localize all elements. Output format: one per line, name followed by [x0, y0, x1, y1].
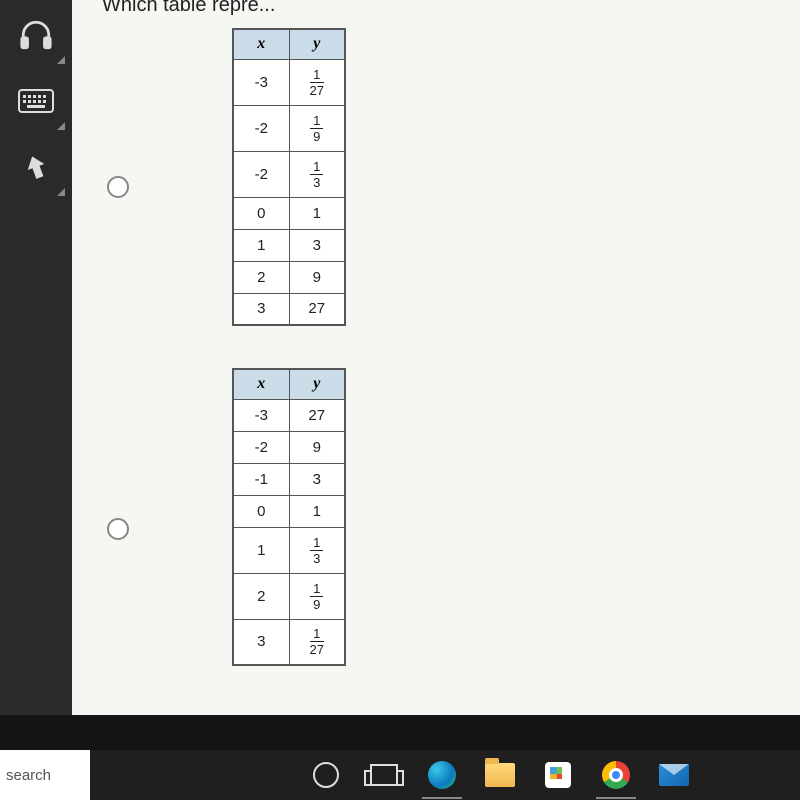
cell-x: -2	[233, 431, 289, 463]
tools-sidebar	[0, 0, 72, 715]
cell-x: 0	[233, 197, 289, 229]
cell-x: -2	[233, 105, 289, 151]
cortana-icon	[313, 762, 339, 788]
table-row: -13	[233, 463, 345, 495]
table2-header-x: x	[233, 369, 289, 399]
cell-y: 9	[289, 261, 345, 293]
fraction: 13	[310, 160, 323, 189]
chrome-button[interactable]	[600, 759, 632, 791]
cell-y: 9	[289, 431, 345, 463]
table-row: -327	[233, 399, 345, 431]
task-view-button[interactable]	[368, 759, 400, 791]
cell-y: 1	[289, 197, 345, 229]
fraction: 127	[310, 627, 324, 656]
chrome-icon	[602, 761, 630, 789]
task-view-icon	[370, 764, 398, 786]
cell-x: 3	[233, 293, 289, 325]
fraction: 127	[310, 68, 324, 97]
cell-y: 3	[289, 229, 345, 261]
cell-x: 2	[233, 261, 289, 293]
table-row: -2 19	[233, 105, 345, 151]
cell-y: 127	[289, 59, 345, 105]
mail-icon	[659, 764, 689, 786]
windows-taskbar: search	[0, 750, 800, 800]
cell-x: 2	[233, 573, 289, 619]
file-explorer-icon	[485, 763, 515, 787]
cell-x: 1	[233, 527, 289, 573]
arrow-up-icon	[21, 152, 51, 182]
taskbar-center	[230, 759, 770, 791]
cell-x: 3	[233, 619, 289, 665]
option-2-table: x y -327-29-13011132193127	[232, 368, 346, 666]
table1-header-x: x	[233, 29, 289, 59]
question-content: Which table repre... x y -3127-219-21301…	[72, 0, 800, 715]
file-explorer-button[interactable]	[484, 759, 516, 791]
microsoft-store-icon	[545, 762, 571, 788]
cell-y: 27	[289, 293, 345, 325]
cell-y: 27	[289, 399, 345, 431]
table-row: 327	[233, 293, 345, 325]
table-row: -2 13	[233, 151, 345, 197]
table-row: 01	[233, 197, 345, 229]
cell-y: 13	[289, 527, 345, 573]
cell-y: 127	[289, 619, 345, 665]
screen-root: Which table repre... x y -3127-219-21301…	[0, 0, 800, 800]
table1-header-y: y	[289, 29, 345, 59]
cell-y: 19	[289, 573, 345, 619]
cell-x: -1	[233, 463, 289, 495]
cell-y: 3	[289, 463, 345, 495]
cell-y: 13	[289, 151, 345, 197]
option-1-radio[interactable]	[107, 176, 129, 198]
cell-x: 0	[233, 495, 289, 527]
headphones-icon	[19, 18, 53, 52]
edge-button[interactable]	[426, 759, 458, 791]
table-row: -29	[233, 431, 345, 463]
fraction: 19	[310, 582, 323, 611]
table-row: 29	[233, 261, 345, 293]
fraction: 13	[310, 536, 323, 565]
cell-x: 1	[233, 229, 289, 261]
table-row: -3 127	[233, 59, 345, 105]
keyboard-tool[interactable]	[5, 70, 67, 132]
monitor-bezel	[0, 715, 800, 750]
taskbar-search[interactable]: search	[0, 750, 90, 800]
fraction: 19	[310, 114, 323, 143]
table-row: 2 19	[233, 573, 345, 619]
option-2-radio[interactable]	[107, 518, 129, 540]
table-row: 01	[233, 495, 345, 527]
table-row: 13	[233, 229, 345, 261]
arrow-tool[interactable]	[5, 136, 67, 198]
search-text-fragment: search	[6, 767, 51, 784]
cortana-button[interactable]	[310, 759, 342, 791]
table-row: 3 127	[233, 619, 345, 665]
store-button[interactable]	[542, 759, 574, 791]
keyboard-icon	[18, 89, 54, 113]
option-1-table: x y -3127-219-213011329327	[232, 28, 346, 326]
question-title: Which table repre...	[102, 0, 275, 17]
mail-button[interactable]	[658, 759, 690, 791]
cell-x: -2	[233, 151, 289, 197]
cell-y: 1	[289, 495, 345, 527]
cell-x: -3	[233, 59, 289, 105]
edge-icon	[428, 761, 456, 789]
headphones-tool[interactable]	[5, 4, 67, 66]
cell-x: -3	[233, 399, 289, 431]
cell-y: 19	[289, 105, 345, 151]
table2-header-y: y	[289, 369, 345, 399]
table-row: 1 13	[233, 527, 345, 573]
